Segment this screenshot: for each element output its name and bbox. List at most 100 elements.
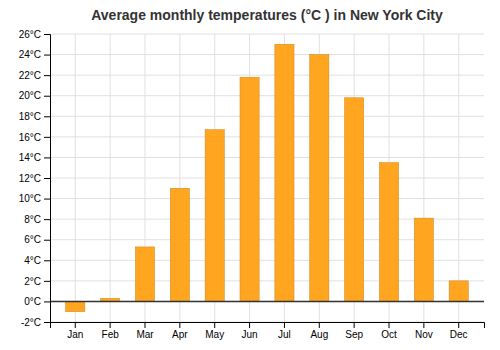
x-tick: Feb [102, 322, 120, 340]
x-tick-mark [458, 322, 459, 328]
x-tick-label: Jul [278, 329, 291, 340]
grid [50, 34, 484, 322]
y-tick-label: 16°C [19, 132, 41, 143]
grid-line-x [75, 34, 76, 322]
x-tick-mark [249, 322, 250, 328]
grid-line-y [50, 34, 484, 35]
y-tick: 6°C [24, 234, 50, 245]
y-tick: 2°C [24, 276, 50, 287]
y-tick: 22°C [19, 70, 50, 81]
x-tick-label: Mar [136, 329, 154, 340]
x-tick: Oct [381, 322, 397, 340]
y-tick: 10°C [19, 193, 50, 204]
y-tick: 12°C [19, 173, 50, 184]
y-tick-mark [44, 199, 50, 200]
y-tick-label: 2°C [24, 276, 41, 287]
x-tick-label: Dec [450, 329, 468, 340]
grid-line-y [50, 95, 484, 96]
grid-line-y [50, 301, 484, 302]
grid-line-y [50, 75, 484, 76]
x-tick: Apr [172, 322, 188, 340]
y-tick-mark [44, 281, 50, 282]
x-tick-label: Nov [415, 329, 433, 340]
y-tick: 20°C [19, 90, 50, 101]
grid-line-x [458, 34, 459, 322]
y-tick-label: 22°C [19, 70, 41, 81]
x-tick-mark [319, 322, 320, 328]
y-tick: -2°C [21, 317, 50, 328]
bar [310, 55, 329, 302]
x-tick: Jan [67, 322, 83, 340]
x-tick-label: Sep [345, 329, 363, 340]
x-tick-mark [144, 322, 145, 328]
x-tick-mark [179, 322, 180, 328]
y-tick-mark [44, 116, 50, 117]
y-tick: 26°C [19, 29, 50, 40]
y-tick-mark [44, 34, 50, 35]
x-tick-label: Apr [172, 329, 188, 340]
x-tick-label: Jun [242, 329, 258, 340]
x-tick-mark [75, 322, 76, 328]
y-tick: 0°C [24, 296, 50, 307]
x-tick-label: Feb [102, 329, 120, 340]
zero-line [50, 301, 484, 303]
y-tick-mark [44, 260, 50, 261]
y-tick-label: 8°C [24, 214, 41, 225]
y-tick-mark [44, 322, 50, 323]
y-tick-mark [44, 96, 50, 97]
y-tick-mark [44, 55, 50, 56]
y-axis-line [44, 35, 51, 323]
x-axis-line [51, 323, 485, 329]
y-tick-label: 10°C [19, 193, 41, 204]
x-tick: May [205, 322, 224, 340]
x-tick-mark [284, 322, 285, 328]
y-tick-label: 14°C [19, 152, 41, 163]
y-tick-label: 26°C [19, 29, 41, 40]
x-tick-mark [389, 322, 390, 328]
x-tick-mark [423, 322, 424, 328]
grid-line-y [50, 136, 484, 137]
bar [414, 218, 433, 301]
x-tick: Nov [415, 322, 433, 340]
y-tick-label: 6°C [24, 234, 41, 245]
y-tick: 16°C [19, 132, 50, 143]
bar [205, 130, 224, 302]
x-tick: Mar [136, 322, 154, 340]
x-tick-mark [214, 322, 215, 328]
plot-area: -2°C 0°C 2°C 4°C 6°C 8°C 10°C 12°C 14°C 16°C 18°C 2… [19, 29, 485, 340]
y-tick: 8°C [24, 214, 50, 225]
y-tick: 4°C [24, 255, 50, 266]
bar [345, 98, 364, 302]
grid-line-y [50, 116, 484, 117]
y-tick-mark [44, 137, 50, 138]
x-tick-label: Aug [310, 329, 328, 340]
y-tick-mark [44, 157, 50, 158]
grid-line-y [50, 54, 484, 55]
x-tick: Dec [450, 322, 468, 340]
title: Average monthly temperatures (°C ) in Ne… [91, 7, 443, 23]
grid-line-y [50, 157, 484, 158]
bar [66, 301, 85, 311]
y-tick-mark [44, 240, 50, 241]
y-tick-label: 24°C [19, 49, 41, 60]
chart: -2°C 0°C 2°C 4°C 6°C 8°C 10°C 12°C 14°C 16°C 18°C 2… [0, 0, 500, 350]
y-axis: -2°C 0°C 2°C 4°C 6°C 8°C 10°C 12°C 14°C 16°C 18°C 2… [19, 29, 51, 328]
y-tick: 18°C [19, 111, 50, 122]
bar [379, 163, 398, 302]
x-tick: Jun [242, 322, 258, 340]
x-tick: Aug [310, 322, 328, 340]
bar [275, 44, 294, 301]
x-tick: Jul [278, 322, 291, 340]
x-axis: Jan Feb Mar Apr May Jun Jul Aug Sep Oct Nov Dec [51, 322, 485, 340]
grid-line-y [50, 198, 484, 199]
y-tick-mark [44, 75, 50, 76]
y-tick-mark [44, 178, 50, 179]
y-tick-label: 0°C [24, 296, 41, 307]
x-tick-label: Oct [381, 329, 397, 340]
bars [66, 44, 469, 311]
y-tick-mark [44, 301, 50, 302]
y-tick-label: -2°C [21, 317, 41, 328]
y-tick-label: 18°C [19, 111, 41, 122]
grid-line-x [110, 34, 111, 322]
x-tick-mark [110, 322, 111, 328]
